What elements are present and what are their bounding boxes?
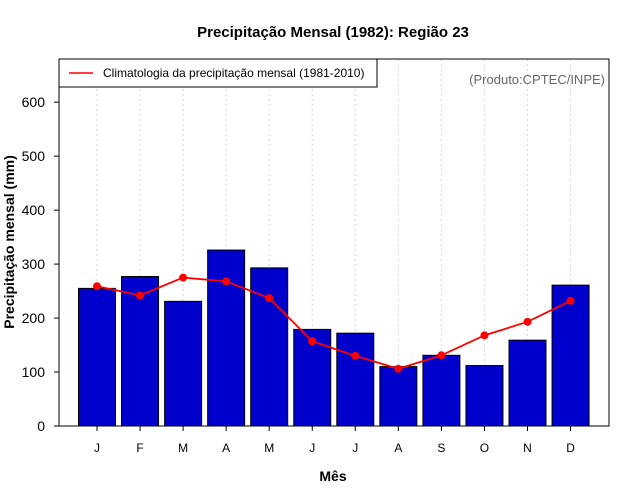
x-tick-label: M (178, 441, 188, 455)
climatology-point (265, 294, 274, 303)
x-axis-label: Mês (319, 468, 346, 484)
legend-box (58, 58, 378, 88)
bar-d-12 (551, 284, 590, 427)
bar-a-4 (207, 249, 246, 427)
climatology-line (96, 276, 571, 370)
y-tick-label: 400 (22, 202, 46, 218)
credit-annotation: (Produto:CPTEC/INPE) (469, 72, 605, 87)
bar-o-10 (465, 365, 504, 427)
bar-s-9 (422, 354, 461, 427)
climatology-point (93, 282, 101, 291)
x-tick-label: A (222, 441, 230, 455)
y-tick-label: 100 (22, 364, 46, 380)
x-tick-label: J (309, 441, 315, 455)
legend: Climatologia da precipitação mensal (198… (58, 58, 378, 88)
x-tick-label: F (136, 441, 143, 455)
x-tick-label: D (566, 441, 575, 455)
y-axis-label: Precipitação mensal (mm) (1, 155, 17, 329)
bar-m-3 (164, 300, 203, 427)
y-tick-label: 600 (22, 94, 46, 110)
y-tick-label: 500 (22, 148, 46, 164)
climatology-point (480, 331, 489, 340)
climatology-point (437, 351, 446, 360)
climatology-point (222, 277, 231, 286)
x-tick-label: S (437, 441, 445, 455)
x-tick-label: J (94, 441, 100, 455)
x-tick-label: O (480, 441, 489, 455)
x-tick-label: J (352, 441, 358, 455)
y-tick-label: 300 (22, 256, 46, 272)
climatology-point (351, 351, 360, 360)
bar-n-11 (508, 339, 547, 427)
climatology-point (308, 337, 317, 346)
x-tick-label: A (394, 441, 402, 455)
chart-title: Precipitação Mensal (1982): Região 23 (197, 24, 469, 41)
climatology-point (523, 317, 532, 326)
x-tick-label: N (523, 441, 532, 455)
bar-f-2 (121, 276, 160, 427)
climatology-point (179, 273, 188, 282)
x-tick-label: M (264, 441, 274, 455)
climatology-series (93, 273, 575, 373)
bar-j-1 (78, 287, 116, 427)
y-tick-label: 200 (22, 310, 46, 326)
bar-m-5 (250, 267, 289, 427)
bar-series (78, 249, 590, 427)
climatology-point (566, 296, 575, 305)
legend-entry-climatology: Climatologia da precipitação mensal (198… (103, 66, 364, 80)
y-axis: 0 100 200 300 400 500 600 (22, 94, 59, 434)
bar-j-7 (336, 332, 375, 427)
bar-a-8 (379, 366, 418, 427)
y-tick-label: 0 (37, 418, 45, 434)
climatology-point (136, 291, 145, 300)
climatology-point (394, 364, 403, 373)
